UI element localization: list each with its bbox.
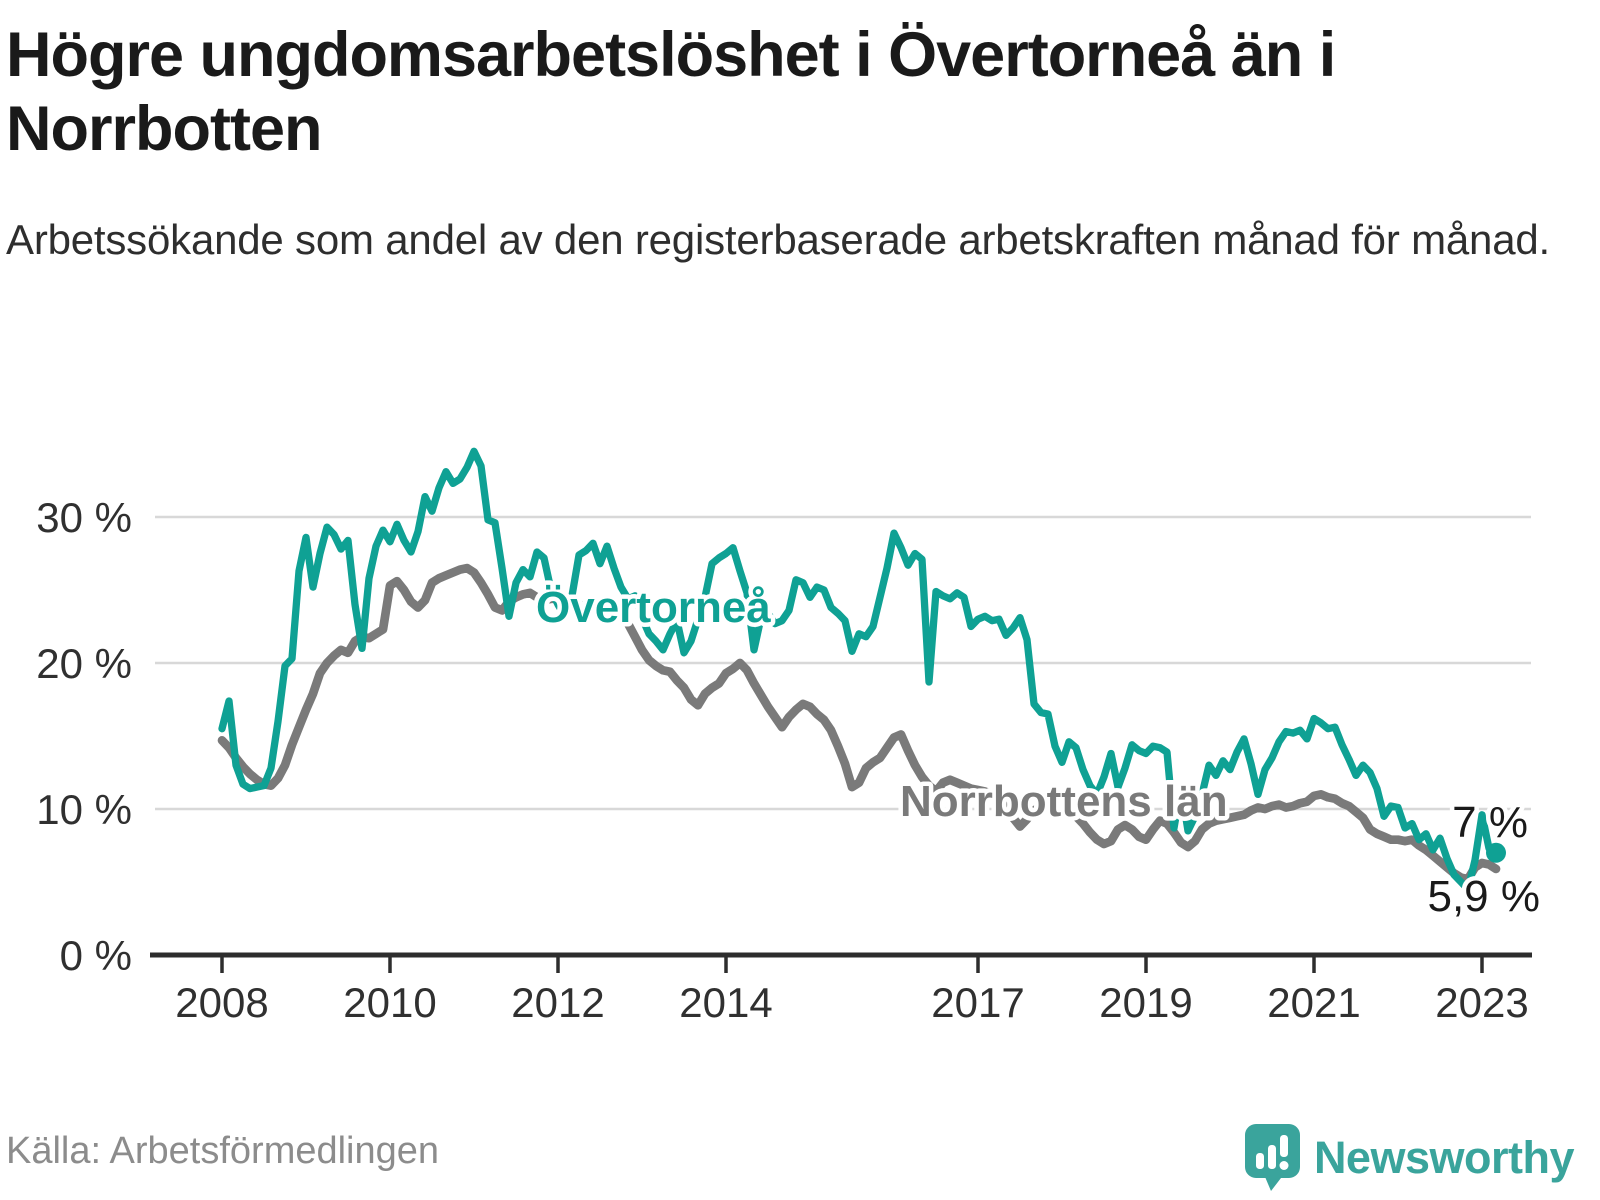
- y-axis-label-10: 10 %: [36, 786, 132, 833]
- chart-subtitle: Arbetssökande som andel av den registerb…: [6, 216, 1550, 263]
- x-axis-label-2023: 2023: [1435, 979, 1528, 1026]
- source-note: Källa: Arbetsförmedlingen: [6, 1130, 440, 1172]
- brand-name: Newsworthy: [1313, 1132, 1575, 1183]
- x-axis-label-2010: 2010: [343, 979, 436, 1026]
- series-line-overtornea: [218, 447, 1500, 893]
- newsworthy-logo-icon: [1244, 1124, 1300, 1191]
- x-axis-label-2019: 2019: [1099, 979, 1192, 1026]
- x-axis-label-2021: 2021: [1267, 979, 1360, 1026]
- newsworthy-logo[interactable]: Newsworthy: [1244, 1124, 1575, 1192]
- series-line-norrbottens-lan: [217, 563, 1501, 884]
- y-axis-label-30: 30 %: [36, 494, 132, 541]
- y-axis-label-0: 0 %: [60, 932, 132, 979]
- x-axis-label-2012: 2012: [511, 979, 604, 1026]
- chart-title: Högre ungdomsarbetslöshet i Övertorneå ä…: [6, 20, 1336, 165]
- series-label-norrbottens-lan: Norrbottens län: [900, 777, 1228, 826]
- x-axis-label-2014: 2014: [679, 979, 772, 1026]
- series-label-overtornea: Övertorneå: [536, 583, 771, 632]
- end-value-label-overtornea: 7 %: [1452, 798, 1528, 847]
- x-axis-label-2017: 2017: [931, 979, 1024, 1026]
- x-axis-label-2008: 2008: [175, 979, 268, 1026]
- overtornea-endpoint-dot: [1486, 842, 1506, 863]
- end-value-label-norrbottens-lan: 5,9 %: [1427, 872, 1540, 921]
- y-axis-label-20: 20 %: [36, 640, 132, 687]
